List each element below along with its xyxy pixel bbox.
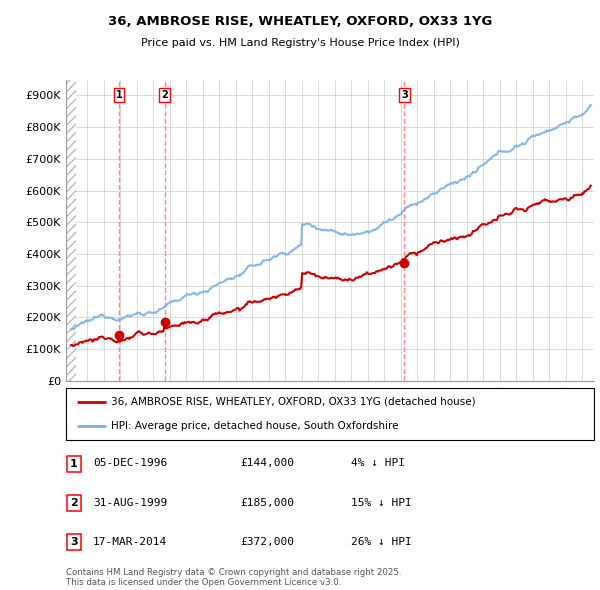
Text: Contains HM Land Registry data © Crown copyright and database right 2025.
This d: Contains HM Land Registry data © Crown c… [66,568,401,587]
Text: 36, AMBROSE RISE, WHEATLEY, OXFORD, OX33 1YG (detached house): 36, AMBROSE RISE, WHEATLEY, OXFORD, OX33… [111,396,476,407]
Text: 3: 3 [70,537,77,547]
Text: 31-AUG-1999: 31-AUG-1999 [93,498,167,507]
FancyBboxPatch shape [67,535,81,550]
Text: 4% ↓ HPI: 4% ↓ HPI [351,458,405,468]
Text: 36, AMBROSE RISE, WHEATLEY, OXFORD, OX33 1YG: 36, AMBROSE RISE, WHEATLEY, OXFORD, OX33… [108,15,492,28]
Text: 05-DEC-1996: 05-DEC-1996 [93,458,167,468]
Text: 2: 2 [70,499,77,508]
FancyBboxPatch shape [67,496,81,511]
Text: Price paid vs. HM Land Registry's House Price Index (HPI): Price paid vs. HM Land Registry's House … [140,38,460,48]
Text: HPI: Average price, detached house, South Oxfordshire: HPI: Average price, detached house, Sout… [111,421,398,431]
Text: £185,000: £185,000 [240,498,294,507]
Text: 1: 1 [70,459,77,468]
Text: 1: 1 [116,90,122,100]
Text: 26% ↓ HPI: 26% ↓ HPI [351,537,412,546]
Text: £144,000: £144,000 [240,458,294,468]
Text: 15% ↓ HPI: 15% ↓ HPI [351,498,412,507]
Text: £372,000: £372,000 [240,537,294,546]
Text: 17-MAR-2014: 17-MAR-2014 [93,537,167,546]
FancyBboxPatch shape [67,455,81,472]
FancyBboxPatch shape [66,388,594,440]
Text: 2: 2 [161,90,168,100]
Text: 3: 3 [401,90,408,100]
